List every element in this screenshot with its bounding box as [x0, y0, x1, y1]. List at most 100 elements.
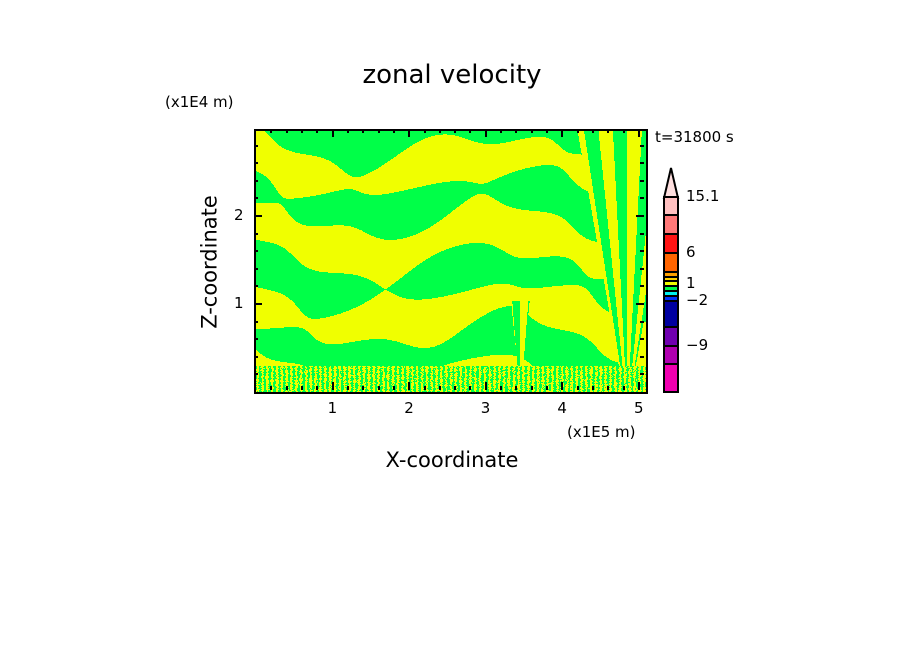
x-tick: [377, 386, 380, 390]
x-tick-top: [500, 129, 503, 133]
colorbar-label: −9: [686, 336, 709, 354]
plot-area: 1 2 3 4 5 1 2: [234, 129, 648, 416]
y-tick-right: [640, 355, 644, 358]
x-tick: [546, 386, 549, 390]
x-tick: [622, 386, 625, 390]
colorbar-segment: [663, 326, 679, 345]
y-tick-right: [640, 232, 644, 235]
x-tick: [607, 386, 610, 390]
x-tick: [362, 386, 365, 390]
y-tick: [254, 320, 258, 323]
x-tick-top: [346, 129, 349, 133]
y-tick: [254, 285, 258, 288]
colorbar-segment: [663, 214, 679, 233]
y-tick: [254, 355, 258, 358]
x-axis-unit: (x1E5 m): [567, 423, 636, 441]
colorbar-label: 15.1: [686, 187, 720, 205]
x-tick-label: 2: [404, 399, 414, 417]
x-tick-label: 3: [480, 399, 491, 417]
x-tick: [300, 386, 303, 390]
colorbar-label: 1: [686, 274, 696, 292]
x-tick: [408, 382, 411, 390]
y-axis-label: Z-coordinate: [197, 195, 222, 329]
x-tick: [576, 386, 579, 390]
colorbar-segment: [663, 290, 679, 295]
y-tick-right: [640, 285, 644, 288]
colorbar-segment: [663, 285, 679, 290]
y-tick-label: 2: [234, 206, 244, 224]
y-tick: [254, 232, 258, 235]
y-tick: [254, 267, 258, 270]
x-tick: [484, 382, 487, 390]
colorbar-segment: [663, 295, 679, 300]
x-tick-top: [270, 129, 273, 133]
time-label: t=31800 s: [655, 128, 734, 146]
x-tick: [423, 386, 426, 390]
x-tick: [438, 386, 441, 390]
x-tick: [316, 386, 319, 390]
x-tick: [500, 386, 503, 390]
colorbar-segment: [663, 345, 679, 363]
x-tick-top: [454, 129, 457, 133]
colorbar-segment: [663, 271, 679, 276]
y-tick-right: [640, 373, 644, 376]
chart-title: zonal velocity: [362, 60, 542, 90]
colorbar-segment: [663, 300, 679, 326]
x-tick-top: [530, 129, 533, 133]
x-tick-top: [285, 129, 288, 133]
y-tick-right: [640, 144, 644, 147]
x-tick: [392, 386, 395, 390]
x-tick: [530, 386, 533, 390]
plot-frame: [254, 129, 648, 394]
x-tick: [469, 386, 472, 390]
x-tick-top: [546, 129, 549, 133]
x-tick: [270, 386, 273, 390]
y-tick: [254, 215, 262, 217]
x-tick-label: 1: [327, 399, 338, 417]
y-tick: [254, 338, 258, 341]
y-tick-right: [636, 303, 644, 305]
y-axis-unit: (x1E4 m): [165, 93, 234, 111]
x-tick: [346, 386, 349, 390]
x-tick-top: [607, 129, 610, 133]
x-tick: [331, 382, 334, 390]
colorbar-segment: [663, 280, 679, 285]
y-tick-right: [636, 215, 644, 217]
x-tick-top: [515, 129, 518, 133]
x-tick-top: [423, 129, 426, 133]
colorbar-segment: [663, 196, 679, 214]
x-axis-label: X-coordinate: [385, 448, 519, 472]
x-tick: [285, 386, 288, 390]
y-tick-right: [640, 320, 644, 323]
x-tick-top: [362, 129, 365, 133]
x-tick-top: [469, 129, 472, 133]
x-tick: [454, 386, 457, 390]
colorbar-segment: [663, 363, 679, 393]
y-tick-right: [640, 267, 644, 270]
x-tick: [515, 386, 518, 390]
x-tick-top: [592, 129, 595, 133]
y-tick-right: [640, 338, 644, 341]
y-tick: [254, 144, 258, 147]
x-tick-top: [576, 129, 579, 133]
x-tick-top: [638, 129, 640, 137]
y-tick-right: [640, 197, 644, 200]
y-tick-label: 1: [234, 294, 244, 312]
x-tick-top: [316, 129, 319, 133]
y-tick: [254, 197, 258, 200]
colorbar-label: −2: [686, 291, 709, 309]
y-tick-right: [640, 162, 644, 165]
x-tick-top: [377, 129, 380, 133]
y-tick: [254, 303, 262, 305]
x-tick-label: 5: [634, 399, 644, 417]
colorbar-segment: [663, 233, 679, 252]
x-tick-top: [561, 129, 564, 137]
velocity-field: [256, 131, 646, 392]
colorbar: [662, 167, 680, 393]
x-tick-top: [438, 129, 441, 133]
x-tick-top: [392, 129, 395, 133]
x-tick: [638, 382, 640, 390]
x-tick: [592, 386, 595, 390]
x-tick-top: [484, 129, 487, 137]
y-tick-right: [640, 179, 644, 182]
